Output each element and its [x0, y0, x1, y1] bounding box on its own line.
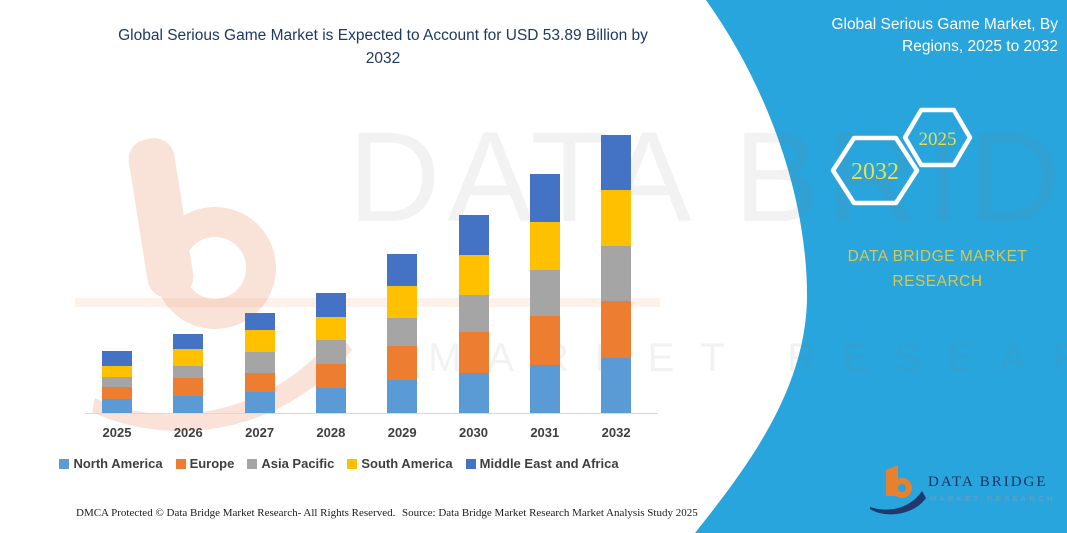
legend-label: Europe: [189, 456, 235, 471]
bar-segment-2031-middle-east-and-africa: [529, 174, 560, 223]
bar-segment-2029-south-america: [387, 286, 418, 318]
bar-segment-2028-middle-east-and-africa: [315, 293, 346, 318]
x-tick-label-2030: 2030: [459, 425, 488, 440]
hexagon-2025-label: 2025: [919, 129, 957, 150]
bar-segment-2030-north-america: [458, 372, 489, 413]
data-bridge-logo-icon: [870, 465, 926, 515]
bar-segment-2032-europe: [601, 301, 632, 359]
bar-segment-2028-asia-pacific: [315, 340, 346, 364]
bar-segment-2031-asia-pacific: [529, 269, 560, 316]
page-title: Global Serious Game Market is Expected t…: [58, 24, 708, 70]
bar-segment-2031-north-america: [529, 365, 560, 413]
bar-segment-2032-middle-east-and-africa: [601, 134, 632, 191]
x-tick-label-2026: 2026: [173, 425, 203, 440]
legend-swatch-icon: [347, 458, 358, 469]
bar-segment-2032-south-america: [601, 190, 632, 247]
x-tick-label-2027: 2027: [245, 425, 275, 440]
side-panel-title-line1: Global Serious Game Market, By: [831, 16, 1058, 33]
bar-segment-2028-north-america: [315, 387, 346, 413]
bar-2026: [173, 333, 204, 413]
bar-segment-2028-south-america: [315, 317, 346, 341]
bar-segment-2025-europe: [102, 387, 132, 400]
bar-segment-2027-middle-east-and-africa: [244, 312, 275, 331]
bar-segment-2026-south-america: [173, 349, 204, 366]
page-title-line1: Global Serious Game Market is Expected t…: [118, 27, 648, 44]
bar-segment-2031-south-america: [529, 222, 560, 270]
bar-segment-2028-europe: [315, 363, 346, 388]
x-tick-label-2025: 2025: [102, 425, 132, 440]
x-axis-line: [85, 413, 658, 414]
hexagon-2025-icon: [902, 107, 973, 168]
bar-segment-2026-north-america: [173, 395, 204, 413]
legend-swatch-icon: [175, 458, 186, 469]
legend-label: Asia Pacific: [261, 456, 335, 471]
bar-segment-2032-asia-pacific: [601, 246, 632, 302]
bar-2029: [387, 253, 418, 413]
bar-segment-2026-europe: [173, 378, 204, 396]
bar-2030: [458, 214, 489, 413]
blue-band-shape: [695, 0, 1067, 533]
bar-segment-2025-south-america: [102, 365, 132, 378]
bar-segment-2029-asia-pacific: [387, 317, 418, 347]
x-tick-label-2029: 2029: [387, 425, 417, 440]
bar-segment-2027-north-america: [244, 391, 275, 413]
x-tick-label-2032: 2032: [601, 425, 631, 440]
legend-swatch-icon: [59, 458, 70, 469]
footer-source-text: Source: Data Bridge Market Research Mark…: [402, 507, 698, 519]
brand-text: DATA BRIDGE MARKET RESEARCH: [847, 248, 1028, 290]
bar-2031: [529, 174, 560, 413]
legend-item-north-america: North America: [59, 456, 163, 471]
hexagon-2032-label: 2032: [851, 159, 899, 185]
bar-segment-2027-asia-pacific: [244, 352, 275, 373]
bar-segment-2031-europe: [529, 315, 560, 366]
footer-dmca-text: DMCA Protected © Data Bridge Market Rese…: [76, 507, 396, 519]
side-panel-title: Global Serious Game Market, By Regions, …: [790, 14, 1058, 58]
legend-swatch-icon: [247, 458, 258, 469]
logo-sub-text: MARKET RESEARCH: [930, 494, 1056, 503]
chart-legend: North America Europe Asia Pacific South Ame…: [59, 456, 619, 471]
bar-segment-2025-middle-east-and-africa: [102, 351, 132, 366]
bar-segment-2026-asia-pacific: [173, 365, 204, 378]
bar-segment-2029-europe: [387, 346, 418, 380]
x-tick-label-2031: 2031: [530, 425, 560, 440]
bar-segment-2030-europe: [458, 332, 489, 373]
bar-segment-2027-europe: [244, 372, 275, 392]
x-tick-label-2028: 2028: [316, 425, 346, 440]
bar-segment-2030-asia-pacific: [458, 295, 489, 333]
hexagon-2032-icon: [830, 135, 920, 206]
bar-segment-2030-middle-east-and-africa: [458, 214, 489, 255]
bar-segment-2027-south-america: [244, 330, 275, 353]
bar-segment-2029-north-america: [387, 379, 418, 413]
bar-segment-2029-middle-east-and-africa: [387, 253, 418, 287]
legend-label: North America: [73, 456, 163, 471]
legend-swatch-icon: [465, 458, 476, 469]
bar-segment-2030-south-america: [458, 254, 489, 296]
legend-item-middle-east-and-africa: Middle East and Africa: [465, 456, 619, 471]
legend-label: Middle East and Africa: [479, 456, 619, 471]
side-panel-title-line2: Regions, 2025 to 2032: [902, 38, 1058, 55]
bar-2027: [244, 312, 275, 413]
bar-segment-2025-asia-pacific: [102, 377, 132, 388]
page-title-line2: 2032: [365, 50, 401, 67]
bar-segment-2032-north-america: [601, 358, 632, 413]
bar-2028: [315, 293, 346, 413]
year-hexagons: 2032 2025: [830, 107, 973, 206]
legend-item-south-america: South America: [347, 456, 453, 471]
legend-label: South America: [361, 456, 453, 471]
legend-item-europe: Europe: [175, 456, 235, 471]
bar-2032: [601, 134, 632, 413]
logo-name-text: DATA BRIDGE: [928, 474, 1048, 490]
bar-segment-2025-north-america: [102, 399, 132, 413]
legend-item-asia-pacific: Asia Pacific: [247, 456, 334, 471]
bar-segment-2026-middle-east-and-africa: [173, 333, 204, 350]
bar-2025: [102, 351, 132, 413]
